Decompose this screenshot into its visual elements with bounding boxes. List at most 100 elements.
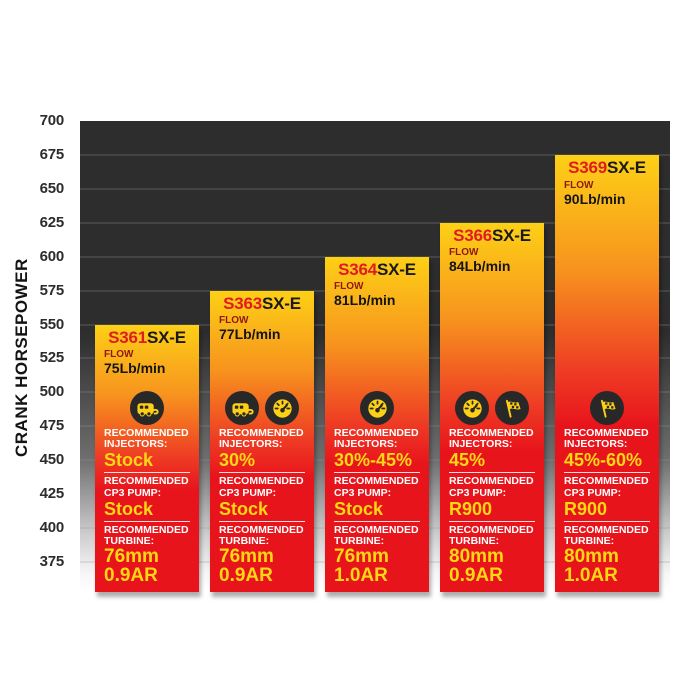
bar-spacer: [440, 274, 544, 390]
injectors-value: 30%-45%: [334, 450, 413, 471]
turbo-bar-s364: S364SX-E FLOW 81Lb/min RECOMMENDED INJECTORS…: [325, 256, 429, 592]
turbo-bar-s363: S363SX-E FLOW 77Lb/min RECOMMENDED INJECTORS…: [210, 290, 314, 592]
turbine-label-line2: TURBINE:: [564, 534, 615, 547]
cp3-section: RECOMMENDED CP3 PUMP: Stock: [325, 476, 429, 519]
bar-title: S369SX-E: [555, 157, 659, 178]
divider: [334, 520, 420, 522]
injectors-section: RECOMMENDED INJECTORS: Stock: [95, 428, 199, 471]
flow-value: 90Lb/min: [564, 190, 626, 207]
cp3-label-line1: RECOMMENDED: [564, 475, 649, 488]
flow-label: FLOW: [564, 179, 594, 191]
y-tick-label: 650: [39, 179, 65, 197]
turbine-section: RECOMMENDED TURBINE: 80mm 1.0AR: [555, 523, 659, 586]
gauge-icon: [360, 391, 394, 426]
divider: [449, 520, 535, 522]
flag-icon: [495, 391, 529, 426]
model-name: S364: [338, 259, 377, 279]
divider: [564, 520, 650, 522]
turbine-label-line2: TURBINE:: [449, 534, 500, 547]
injectors-label-line2: INJECTORS:: [104, 438, 168, 451]
divider: [219, 520, 305, 522]
flow-label: FLOW: [104, 349, 134, 361]
turbine-section: RECOMMENDED TURBINE: 76mm 0.9AR: [95, 524, 199, 586]
turbine-ar-value: 1.0AR: [564, 564, 618, 586]
injectors-value: 30%: [219, 450, 256, 471]
turbine-size-value: 80mm: [449, 545, 504, 567]
flow-value: 77Lb/min: [219, 326, 281, 343]
turbine-size-value: 76mm: [104, 545, 159, 567]
cp3-label-line2: CP3 PUMP:: [219, 486, 277, 499]
turbo-bar-s361: S361SX-E FLOW 75Lb/min RECOMMENDED INJECTORS…: [95, 324, 199, 592]
model-name: S361: [108, 327, 147, 347]
cp3-section: RECOMMENDED CP3 PUMP: Stock: [210, 475, 314, 518]
injectors-label-line1: RECOMMENDED: [449, 427, 534, 440]
flow-label: FLOW: [449, 247, 479, 259]
injectors-label-line2: INJECTORS:: [564, 438, 628, 451]
icons-row: [440, 391, 544, 426]
bar-bottom-padding: [95, 585, 199, 592]
divider: [104, 520, 190, 522]
turbine-size-value: 76mm: [219, 545, 274, 567]
icons-row: [325, 391, 429, 426]
bar-bottom-padding: [325, 585, 429, 592]
turbo-bar-s366: S366SX-E FLOW 84Lb/min RECOMMENDED INJECTORS…: [440, 222, 544, 592]
plot-area: S361SX-E FLOW 75Lb/min RECOMMENDED INJECTORS…: [80, 121, 670, 592]
y-tick-label: 700: [39, 112, 65, 129]
bar-spacer: [210, 342, 314, 390]
y-tick-label: 625: [39, 213, 65, 231]
turbine-section: RECOMMENDED TURBINE: 76mm 1.0AR: [325, 524, 429, 585]
injectors-value: 45%: [449, 450, 486, 471]
injectors-section: RECOMMENDED INJECTORS: 30%: [210, 427, 314, 471]
rv-icon: [225, 391, 259, 426]
turbine-label-line1: RECOMMENDED: [564, 523, 649, 536]
y-tick-label: 500: [39, 383, 65, 401]
cp3-section: RECOMMENDED CP3 PUMP: Stock: [95, 476, 199, 518]
divider: [104, 472, 190, 474]
model-suffix: SX-E: [147, 327, 186, 347]
bar-title: S363SX-E: [210, 293, 314, 314]
bar-title: S366SX-E: [440, 225, 544, 246]
gauge-icon: [265, 391, 299, 426]
injectors-section: RECOMMENDED INJECTORS: 45%: [440, 427, 544, 471]
divider: [449, 472, 535, 474]
turbo-bar-s369: S369SX-E FLOW 90Lb/min RECOMMENDED INJECTORS…: [555, 154, 659, 592]
divider: [334, 472, 420, 474]
cp3-value: Stock: [334, 498, 384, 519]
cp3-label-line2: CP3 PUMP:: [449, 486, 507, 499]
cp3-section: RECOMMENDED CP3 PUMP: R900: [555, 475, 659, 518]
gauge-icon: [455, 391, 489, 426]
model-suffix: SX-E: [262, 293, 301, 313]
model-suffix: SX-E: [377, 259, 416, 279]
model-name: S363: [223, 293, 262, 313]
flow-label: FLOW: [219, 315, 249, 327]
y-tick-label: 675: [39, 145, 65, 163]
divider: [219, 472, 305, 474]
injectors-value: Stock: [104, 450, 154, 471]
bar-spacer: [325, 308, 429, 390]
injectors-label-line2: INJECTORS:: [219, 438, 283, 451]
turbine-size-value: 80mm: [564, 545, 619, 567]
flow-value: 75Lb/min: [104, 360, 166, 377]
model-name: S369: [568, 157, 607, 177]
turbine-ar-value: 0.9AR: [104, 564, 158, 586]
gridline: [80, 187, 670, 190]
bar-bottom-padding: [440, 585, 544, 592]
turbine-ar-value: 0.9AR: [219, 564, 273, 586]
flow-value: 84Lb/min: [449, 258, 511, 275]
turbine-ar-value: 0.9AR: [449, 564, 503, 586]
cp3-label-line1: RECOMMENDED: [449, 475, 534, 488]
injectors-label-line1: RECOMMENDED: [219, 427, 304, 440]
model-name: S366: [453, 225, 492, 245]
y-tick-label: 400: [39, 519, 65, 537]
injectors-section: RECOMMENDED INJECTORS: 45%-60%: [555, 428, 659, 470]
cp3-label-line2: CP3 PUMP:: [104, 486, 162, 499]
injectors-section: RECOMMENDED INJECTORS: 30%-45%: [325, 428, 429, 471]
turbine-label-line1: RECOMMENDED: [449, 523, 534, 536]
y-tick-label: 450: [39, 451, 65, 469]
cp3-label-line2: CP3 PUMP:: [564, 486, 622, 499]
y-tick-label: 375: [39, 553, 65, 570]
model-suffix: SX-E: [492, 225, 531, 245]
turbine-size-value: 76mm: [334, 545, 389, 567]
bar-title: S361SX-E: [95, 327, 199, 348]
cp3-label-line1: RECOMMENDED: [219, 475, 304, 488]
